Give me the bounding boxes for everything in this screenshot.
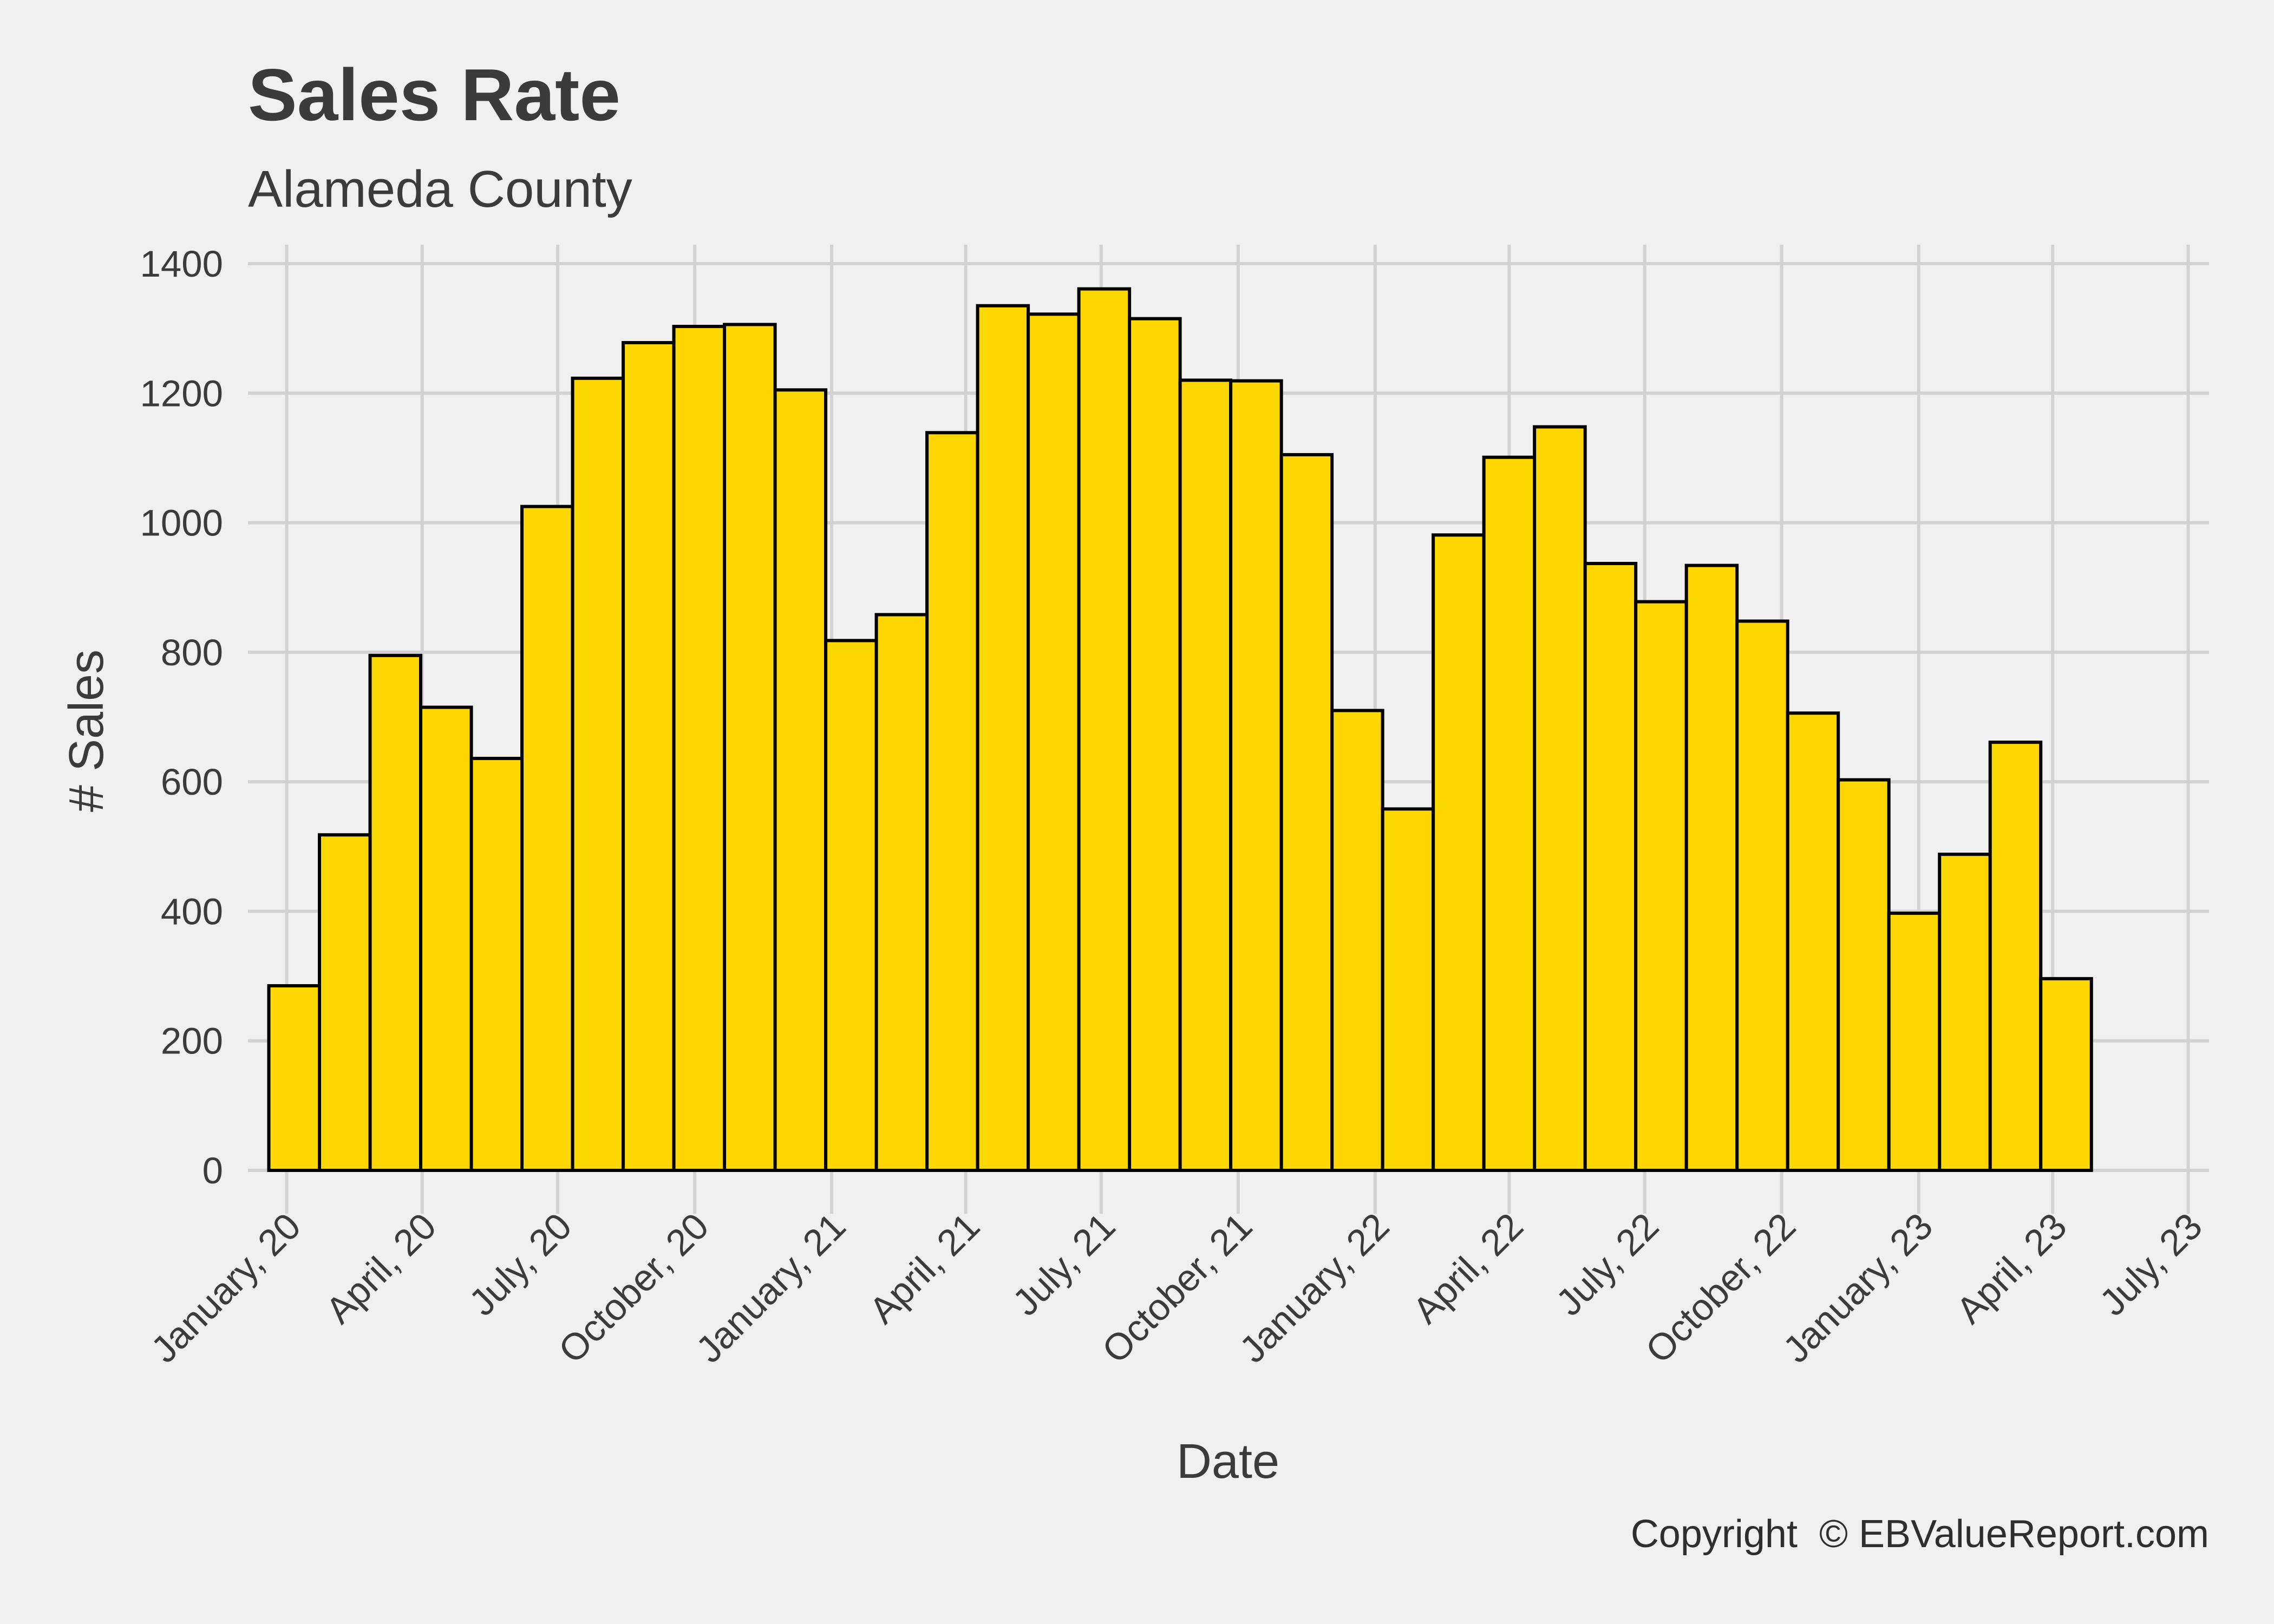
histogram-bar	[1432, 533, 1486, 1172]
histogram-bar	[1786, 711, 1840, 1172]
y-tick-label: 200	[161, 1020, 223, 1062]
histogram-bar	[469, 757, 524, 1172]
histogram-bar	[1330, 709, 1384, 1173]
y-tick-label: 1000	[140, 502, 224, 544]
histogram-bar	[874, 613, 929, 1172]
chart-subtitle: Alameda County	[248, 160, 632, 218]
histogram-bar	[1988, 741, 2043, 1173]
histogram-bar	[1684, 564, 1739, 1172]
bar-series	[267, 287, 2093, 1173]
histogram-bar	[824, 639, 878, 1172]
histogram-bar	[2039, 977, 2093, 1173]
histogram-bar	[672, 325, 727, 1172]
histogram-bar	[1583, 561, 1638, 1172]
histogram-bar	[773, 388, 828, 1172]
histogram-bar	[1482, 455, 1537, 1172]
histogram-bar	[1229, 379, 1283, 1172]
y-tick-label: 1400	[140, 243, 224, 285]
y-tick-label: 1200	[140, 372, 224, 414]
y-tick-label: 400	[161, 890, 223, 932]
histogram-bar	[1938, 853, 1992, 1172]
y-tick-label: 0	[202, 1150, 223, 1191]
histogram-bar	[622, 340, 676, 1173]
x-axis-title: Date	[1177, 1435, 1279, 1489]
histogram-bar	[267, 984, 322, 1172]
histogram-bar	[1533, 425, 1587, 1172]
histogram-bar	[571, 376, 625, 1173]
chart-title: Sales Rate	[248, 54, 620, 136]
histogram-bar	[318, 833, 372, 1172]
histogram-bar	[368, 653, 423, 1172]
histogram-bar	[925, 431, 979, 1173]
y-axis-title: # Sales	[60, 650, 114, 812]
histogram-bar	[1887, 912, 1942, 1172]
y-tick-label: 600	[161, 761, 223, 803]
histogram-bar	[723, 323, 777, 1173]
histogram-bar	[1178, 378, 1233, 1172]
histogram-bar	[1279, 453, 1334, 1172]
copyright-caption: Copyright © EBValueReport.com	[1631, 1512, 2209, 1556]
histogram-bar	[1735, 619, 1789, 1172]
histogram-bar	[419, 705, 473, 1172]
histogram-bar	[1027, 312, 1081, 1172]
histogram-bar	[520, 505, 574, 1172]
histogram-bar	[1128, 317, 1182, 1172]
histogram-bar	[1837, 778, 1891, 1172]
y-tick-label: 800	[161, 632, 223, 673]
histogram-bar	[1381, 807, 1435, 1172]
y-axis-tick-labels: 0 200 400 600 800 1000 1200 1400	[140, 243, 224, 1191]
histogram-bar	[1634, 600, 1688, 1172]
histogram-bar	[1077, 287, 1132, 1172]
histogram-bar	[976, 304, 1030, 1173]
